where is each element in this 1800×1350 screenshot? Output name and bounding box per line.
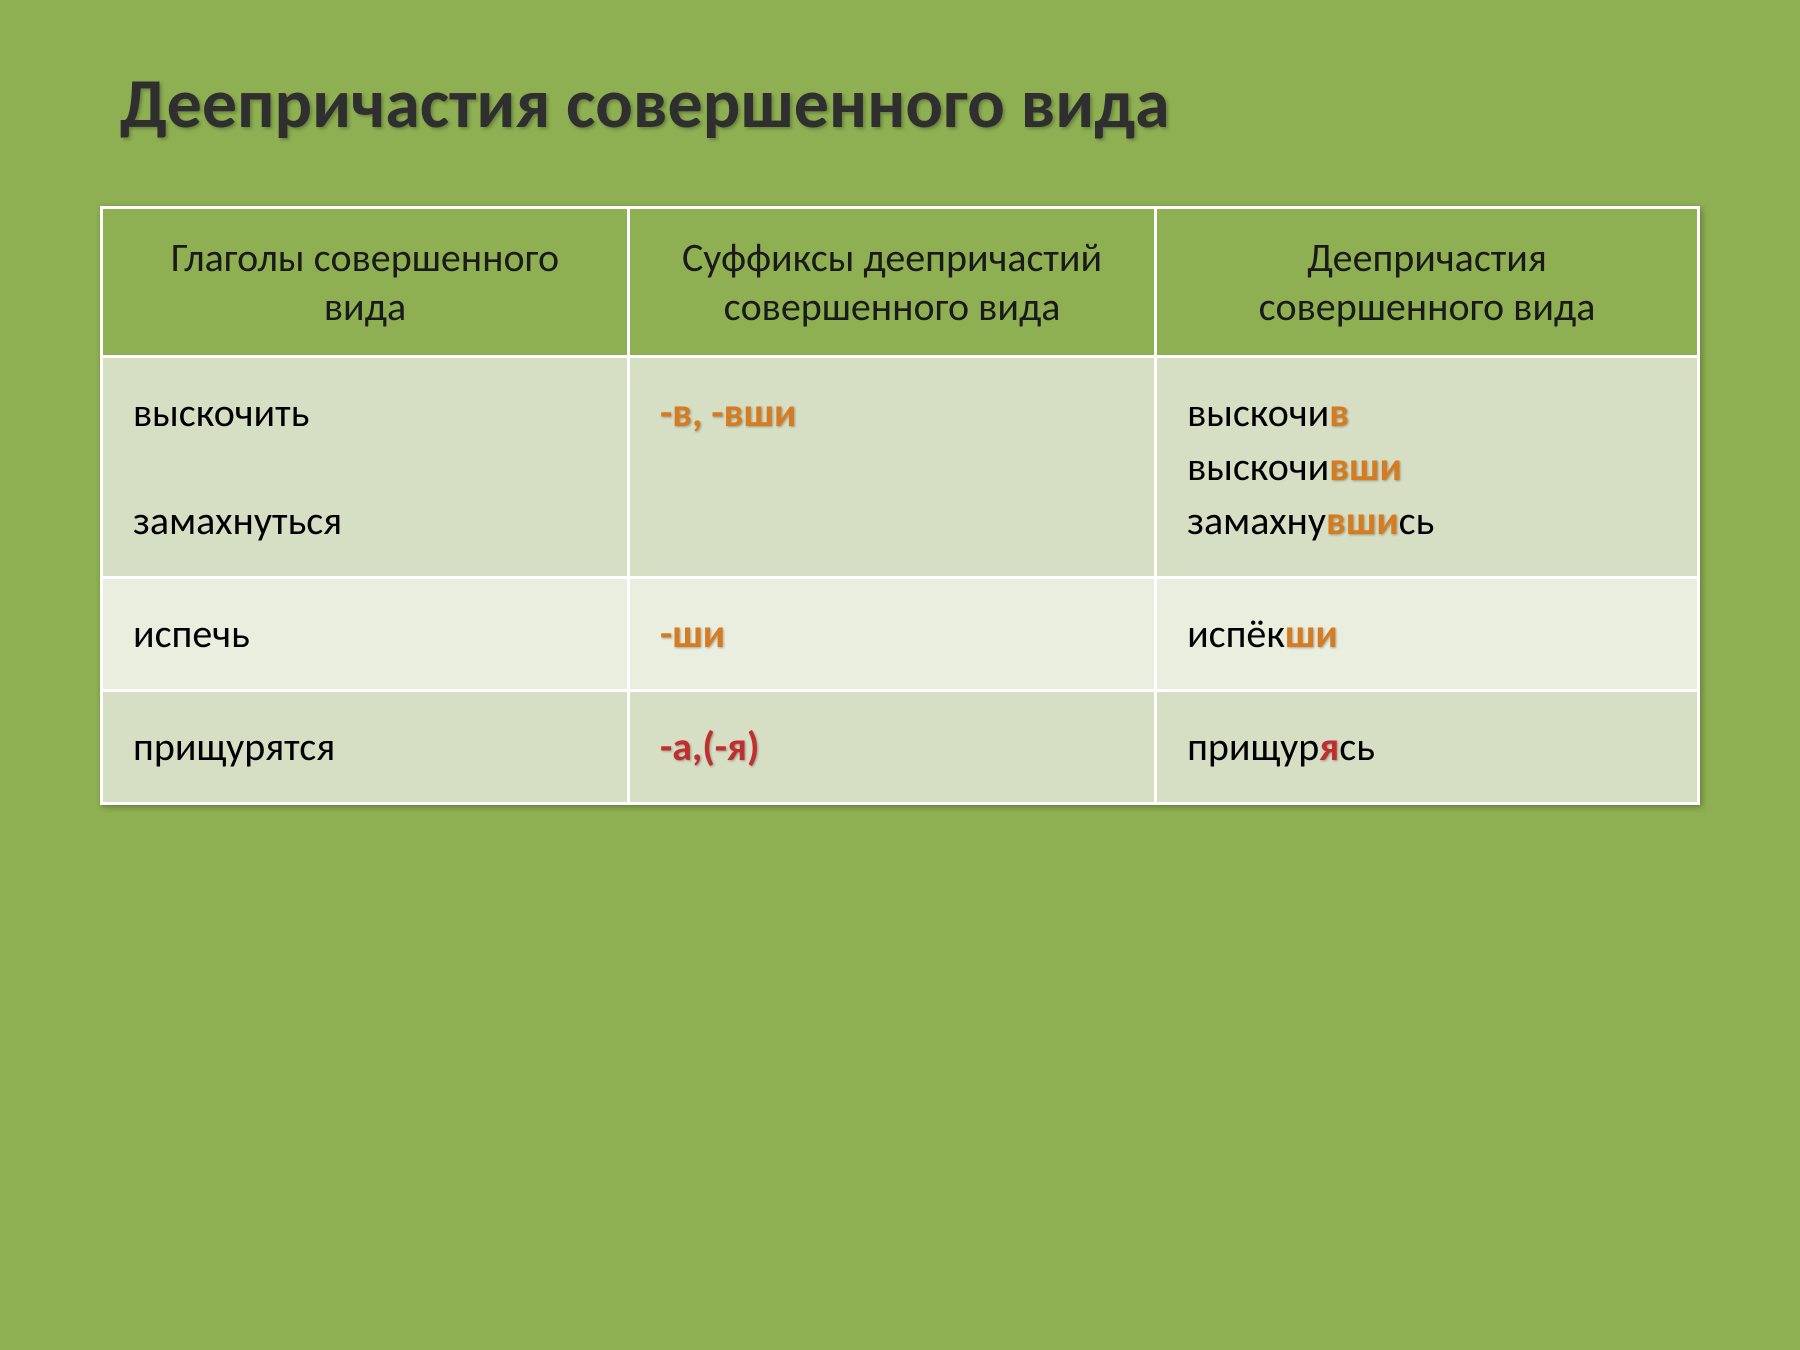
suffix-text: -ши bbox=[660, 609, 725, 658]
cell-verb: прищурятся bbox=[103, 692, 627, 802]
result-highlight: я bbox=[1319, 722, 1339, 771]
cell-suffix: -а,(-я) bbox=[630, 692, 1154, 802]
verb-text: прищурятся bbox=[133, 722, 335, 771]
result-stem: испёк bbox=[1187, 609, 1285, 658]
cell-result: прищурясь bbox=[1157, 692, 1697, 802]
grammar-table: Глаголы совершенного вида Суффиксы деепр… bbox=[100, 206, 1700, 805]
suffix-text: -в, -вши bbox=[660, 388, 796, 437]
table-header-row: Глаголы совершенного вида Суффиксы деепр… bbox=[103, 209, 1697, 355]
result-stem: выскочи bbox=[1187, 442, 1329, 491]
result-tail: сь bbox=[1399, 496, 1435, 545]
result-highlight: вши bbox=[1329, 442, 1402, 491]
result-stem: замахну bbox=[1187, 496, 1326, 545]
table-row: испечь -ши испёкши bbox=[103, 579, 1697, 689]
verb-text: выскочить bbox=[133, 388, 309, 437]
verb-text: замахнуться bbox=[133, 496, 342, 545]
verb-text: испечь bbox=[133, 609, 250, 658]
table-row: выскочить замахнуться -в, -вши выскочив … bbox=[103, 358, 1697, 576]
cell-suffix: -в, -вши bbox=[630, 358, 1154, 576]
suffix-text: -а,(-я) bbox=[660, 722, 759, 771]
cell-result: испёкши bbox=[1157, 579, 1697, 689]
result-stem: прищур bbox=[1187, 722, 1319, 771]
result-tail: сь bbox=[1339, 722, 1375, 771]
header-suffixes: Суффиксы деепричастий совершенного вида bbox=[630, 209, 1154, 355]
cell-suffix: -ши bbox=[630, 579, 1154, 689]
header-results: Деепричастия совершенного вида bbox=[1157, 209, 1697, 355]
table-row: прищурятся -а,(-я) прищурясь bbox=[103, 692, 1697, 802]
result-stem: выскочи bbox=[1187, 388, 1329, 437]
cell-verb: выскочить замахнуться bbox=[103, 358, 627, 576]
cell-result: выскочив выскочивши замахнувшись bbox=[1157, 358, 1697, 576]
cell-verb: испечь bbox=[103, 579, 627, 689]
result-highlight: вши bbox=[1326, 496, 1399, 545]
page-title: Деепричастия совершенного вида bbox=[120, 60, 1700, 146]
header-verbs: Глаголы совершенного вида bbox=[103, 209, 627, 355]
result-highlight: ши bbox=[1285, 609, 1338, 658]
result-highlight: в bbox=[1329, 388, 1349, 437]
